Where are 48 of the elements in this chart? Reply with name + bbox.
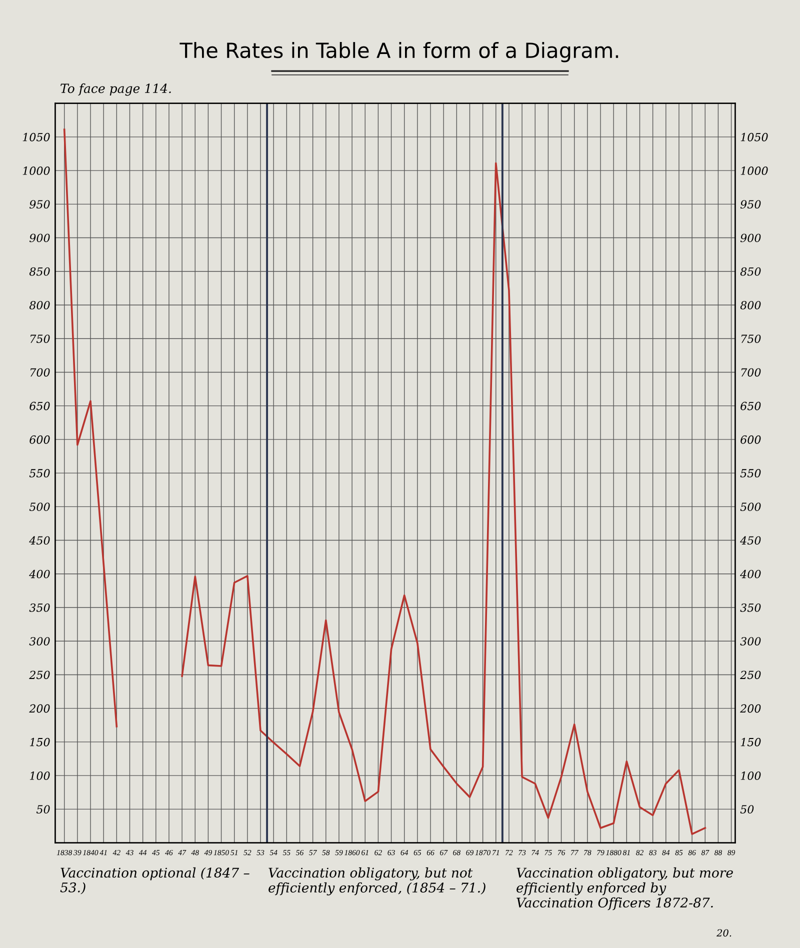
y2-tick-label: 900 bbox=[740, 234, 761, 242]
text: 20. bbox=[716, 929, 732, 937]
y-tick-label: 100 bbox=[30, 772, 50, 780]
y2-tick-label: 750 bbox=[741, 334, 761, 343]
y2-tick-label: 450 bbox=[740, 536, 761, 545]
y2-tick-label: 800 bbox=[740, 300, 761, 310]
y-tick-label: 350 bbox=[29, 603, 50, 612]
y2-tick-label: 50 bbox=[740, 805, 754, 814]
y-tick-label: 850 bbox=[29, 267, 50, 276]
y2-tick-label: 150 bbox=[740, 738, 761, 746]
y-tick-label: 600 bbox=[30, 435, 50, 444]
y-tick-label: 950 bbox=[30, 200, 50, 209]
y2-tick-label: 300 bbox=[740, 637, 761, 646]
y2-tick-label: 650 bbox=[740, 402, 761, 410]
y2-tick-label: 550 bbox=[740, 469, 761, 478]
y-tick-label: 550 bbox=[29, 469, 50, 478]
y2-tick-label: 400 bbox=[740, 570, 761, 578]
y2-tick-label: 1050 bbox=[740, 132, 768, 142]
y-tick-label: 750 bbox=[30, 334, 50, 343]
y2-tick-label: 350 bbox=[740, 603, 761, 612]
y2-tick-label: 500 bbox=[740, 502, 761, 512]
y-tick-label: 300 bbox=[29, 637, 50, 646]
y2-tick-label: 250 bbox=[740, 670, 761, 680]
y2-tick-label: 100 bbox=[740, 772, 761, 780]
y-tick-label: 1050 bbox=[22, 132, 50, 142]
y2-tick-label: 700 bbox=[741, 368, 761, 377]
y2-tick-label: 200 bbox=[740, 704, 761, 713]
text: Vaccination optional (1847 – 53.) bbox=[60, 867, 250, 894]
y2-tick-label: 1000 bbox=[740, 166, 768, 175]
y-tick-label: 650 bbox=[30, 402, 50, 410]
y-tick-label: 450 bbox=[29, 536, 50, 545]
y-tick-label: 900 bbox=[30, 234, 50, 242]
text: To face page 114. bbox=[60, 83, 171, 96]
y-tick-label: 50 bbox=[36, 805, 50, 814]
y2-tick-label: 600 bbox=[740, 435, 761, 444]
y-tick-label: 800 bbox=[29, 300, 50, 310]
y-tick-label: 250 bbox=[29, 670, 50, 680]
y-tick-label: 150 bbox=[30, 738, 50, 746]
y-tick-label: 200 bbox=[29, 704, 50, 713]
chart-title: The Rates in Table A in form of a Diagram. bbox=[180, 42, 618, 62]
y-tick-label: 700 bbox=[30, 368, 50, 377]
y2-tick-label: 850 bbox=[740, 267, 761, 276]
y-tick-label: 500 bbox=[29, 502, 50, 512]
text: Vaccination obligatory, but more efficiently enforced by Vaccination Officers 1872-87. bbox=[516, 867, 733, 910]
y-tick-label: 1000 bbox=[22, 166, 50, 175]
y2-tick-label: 950 bbox=[740, 200, 761, 209]
text: Vaccination obligatory, but not efficiently enforced, (1854 – 71.) bbox=[268, 867, 486, 896]
y-tick-label: 400 bbox=[29, 570, 50, 578]
